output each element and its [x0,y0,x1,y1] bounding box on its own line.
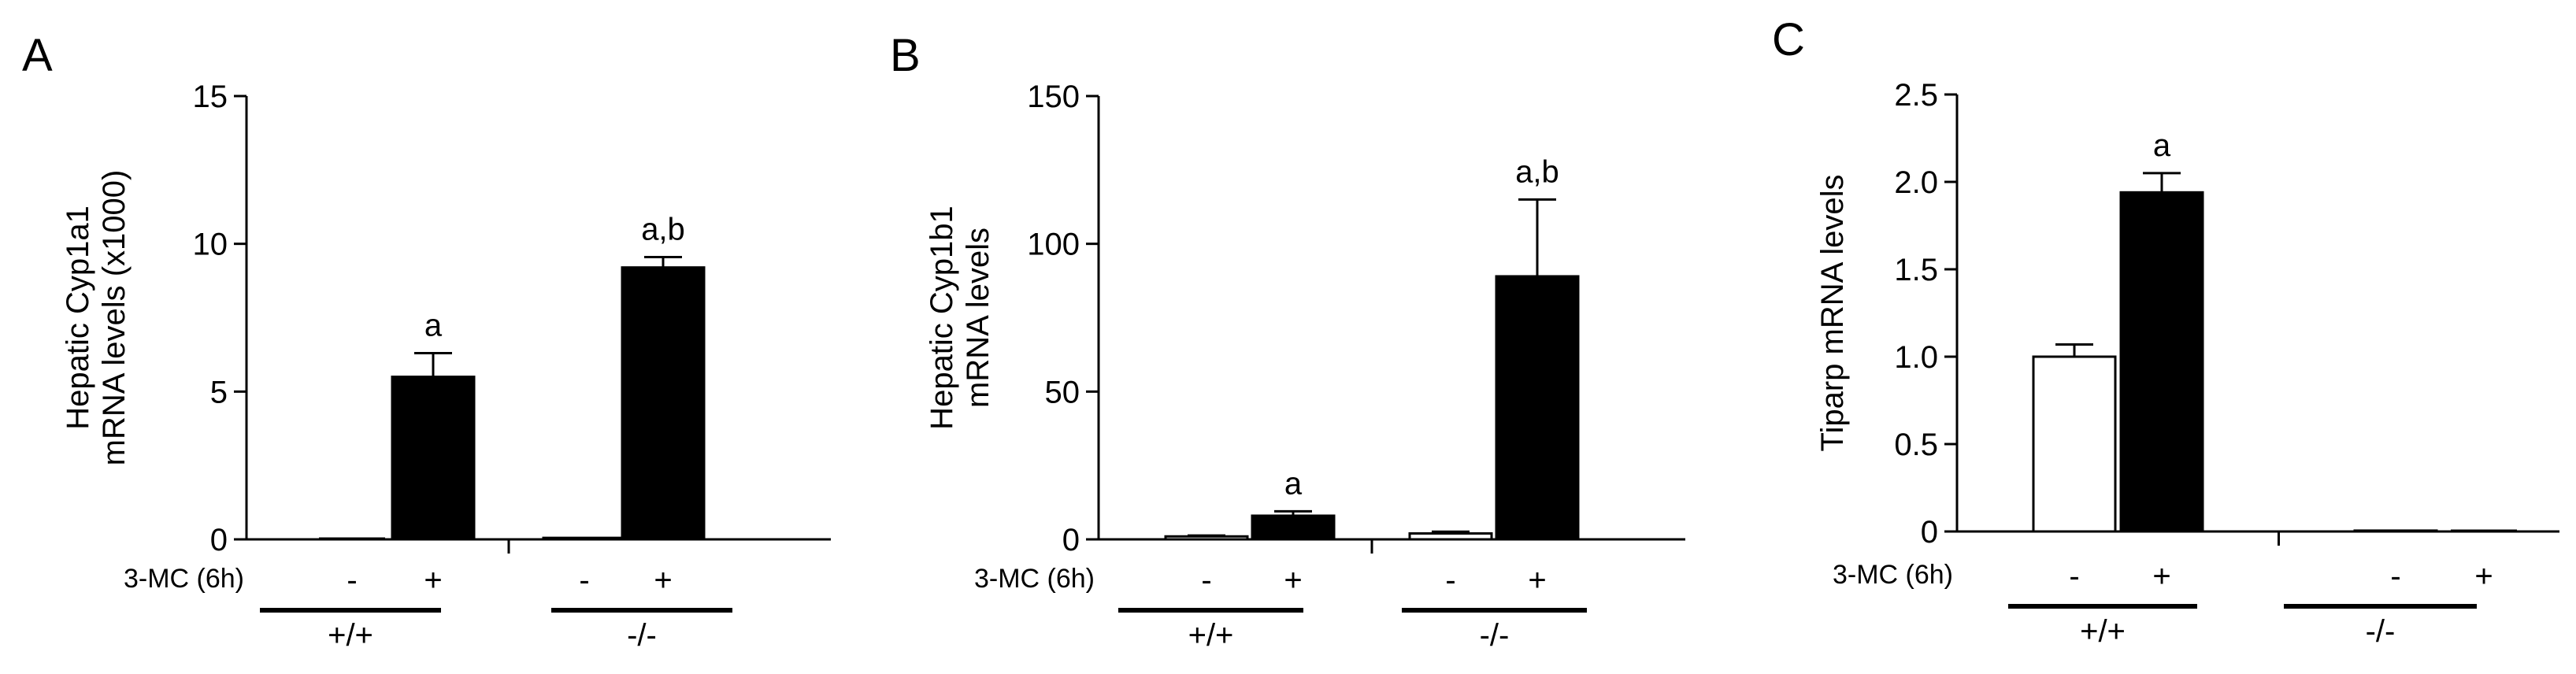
y-axis-label: Hepatic Cyp1a1 [61,206,95,430]
bar [1251,514,1336,541]
y-tick-label: 1.5 [1894,253,1938,287]
treatment-sign: - [1201,563,1211,598]
bar [2119,191,2204,533]
significance-label: a,b [641,213,685,247]
y-axis-label: Tiparp mRNA levels [1815,175,1850,452]
bar [391,376,476,541]
y-tick-label: 10 [193,228,228,262]
bar [1408,531,1493,541]
treatment-sign: + [424,563,442,598]
treatment-sign: + [1284,563,1302,598]
y-tick-label: 50 [1045,375,1080,409]
y-tick-label: 0 [1921,515,1938,550]
y-tick-label: 2.0 [1894,165,1938,200]
genotype-label: -/- [2366,614,2396,649]
significance-label: a [1284,466,1303,501]
genotype-label: -/- [627,618,657,653]
bar [1164,535,1249,541]
treatment-sign: + [1528,563,1546,598]
panel-label: C [1772,14,1805,65]
treatment-sign: - [347,563,357,598]
y-tick-label: 1.0 [1894,340,1938,375]
y-axis-label: Hepatic Cyp1b1 [925,206,959,430]
y-tick-label: 0.5 [1894,428,1938,462]
y-tick-label: 150 [1027,80,1080,114]
treatment-label: 3-MC (6h) [124,564,244,594]
bar [542,536,627,541]
genotype-label: +/+ [2080,614,2126,649]
treatment-label: 3-MC (6h) [1833,560,1953,590]
significance-label: a,b [1515,154,1559,189]
genotype-label: +/+ [328,618,373,653]
bar [2032,355,2117,533]
y-tick-label: 0 [1062,523,1080,557]
y-axis-label: mRNA levels (x1000) [97,170,132,466]
treatment-sign: - [2069,559,2079,594]
significance-label: a [2153,128,2171,163]
chart-panel-a: A 0 5 10 15 Hepatic Cyp1a1 mRNA levels (x1000)… [22,30,831,653]
genotype-label: -/- [1480,618,1510,653]
treatment-sign: + [2152,559,2170,594]
y-tick-label: 100 [1027,228,1080,262]
significance-label: a [424,309,443,343]
chart-panel-b: B 0 50 100 150 Hepatic Cyp1b1 mRNA levels - a + - a… [890,30,1685,653]
y-axis-label: mRNA levels [961,228,995,408]
treatment-sign: + [654,563,672,598]
panel-label: A [22,30,53,81]
y-tick-label: 0 [210,523,228,557]
treatment-label: 3-MC (6h) [974,564,1095,594]
y-tick-label: 15 [193,80,228,114]
panel-label: B [890,30,921,81]
treatment-sign: - [2390,559,2400,594]
treatment-sign: - [579,563,589,598]
bar [621,266,706,541]
genotype-label: +/+ [1188,618,1234,653]
treatment-sign: + [2474,559,2493,594]
treatment-sign: - [1445,563,1455,598]
bar [1495,275,1580,541]
y-tick-label: 2.5 [1894,78,1938,113]
y-tick-label: 5 [210,375,228,409]
